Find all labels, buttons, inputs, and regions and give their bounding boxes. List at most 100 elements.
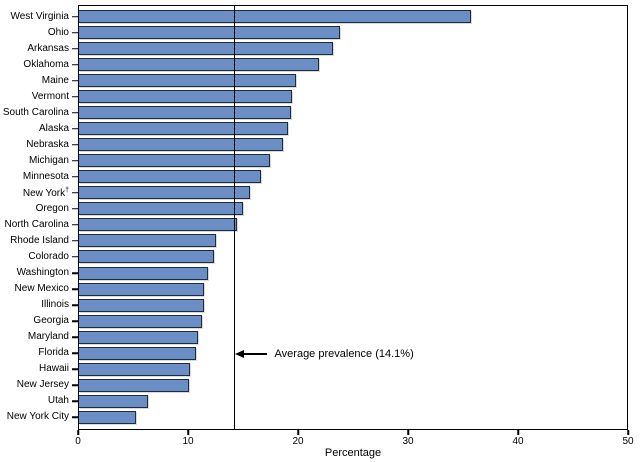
arrow-shaft <box>243 353 267 355</box>
x-axis: 0 10 20 30 40 50 <box>75 430 634 456</box>
category-label: Minnesota <box>22 170 69 182</box>
bar <box>79 90 292 104</box>
x-axis-tick <box>517 430 519 435</box>
bar <box>79 314 202 328</box>
bar-row: Utah <box>48 394 627 408</box>
bar <box>79 410 136 424</box>
bar <box>79 154 270 168</box>
bar <box>79 106 291 120</box>
bar-row: South Carolina <box>3 106 627 120</box>
bar-row: Maine <box>42 74 627 88</box>
category-label: South Carolina <box>2 106 69 118</box>
bar-row: Ohio <box>48 26 627 40</box>
x-axis-title: Percentage <box>324 447 382 459</box>
category-label: Washington <box>16 267 69 278</box>
bar-row: Hawaii <box>39 362 627 376</box>
y-axis-tick <box>72 272 78 274</box>
bar-row: Illinois <box>41 298 627 312</box>
category-label: Florida <box>38 347 69 359</box>
bar <box>79 170 261 184</box>
bar <box>79 122 289 136</box>
y-axis-tick <box>72 47 78 50</box>
bar-row: New York† <box>23 186 627 200</box>
bar-row: New Jersey <box>17 378 627 392</box>
category-label: New Jersey <box>16 379 69 391</box>
y-axis-tick <box>72 288 78 290</box>
bar-row: New York City <box>7 410 627 424</box>
y-axis-tick <box>72 79 78 82</box>
category-label: Georgia <box>33 315 69 327</box>
y-axis-tick <box>72 320 78 322</box>
plot-area: West Virginia Ohio Arkansas Oklahoma Maine Ve… <box>3 5 628 430</box>
category-label: Vermont <box>31 90 69 102</box>
bar <box>79 26 340 40</box>
y-axis-tick <box>72 111 78 114</box>
x-axis-tick-label: 30 <box>402 436 414 447</box>
bar <box>79 362 190 376</box>
x-axis-tick-label: 0 <box>75 436 81 447</box>
y-axis-tick <box>72 192 78 194</box>
y-axis-tick <box>72 336 78 338</box>
y-axis-tick <box>72 240 78 242</box>
category-label: Ohio <box>47 26 69 38</box>
y-axis-tick <box>72 416 78 419</box>
average-annotation: Average prevalence (14.1%) <box>234 348 414 360</box>
category-label: Oklahoma <box>23 58 69 70</box>
category-label: Maine <box>41 74 69 86</box>
bar <box>79 266 209 280</box>
x-axis-tick-label: 10 <box>182 436 194 447</box>
y-axis-tick <box>72 224 78 226</box>
x-axis-tick-label: 50 <box>622 436 634 447</box>
y-axis-tick <box>72 352 78 354</box>
bar-row: Alaska <box>39 122 627 136</box>
x-axis-tick <box>297 430 299 435</box>
x-axis-tick <box>627 430 629 435</box>
y-axis-tick <box>72 384 78 386</box>
bar <box>79 298 204 312</box>
left-arrow-icon <box>234 350 244 358</box>
y-axis-tick <box>72 15 78 18</box>
bar <box>79 10 472 23</box>
y-axis-tick <box>72 304 78 306</box>
bar-row: Oklahoma <box>23 58 627 72</box>
bar <box>79 42 334 56</box>
bar-row: Oregon <box>36 202 627 216</box>
bar <box>79 202 244 216</box>
bar-row: Colorado <box>28 250 627 264</box>
x-axis-tick <box>77 430 79 435</box>
x-axis-tick-label: 40 <box>512 436 524 447</box>
bar-row: Minnesota <box>23 170 627 184</box>
category-label: West Virginia <box>10 10 69 22</box>
x-axis-tick-label: 20 <box>292 436 304 447</box>
y-axis-tick <box>72 144 78 146</box>
bar-row: Vermont <box>32 90 627 104</box>
category-label: North Carolina <box>4 218 69 230</box>
bar <box>79 186 250 200</box>
average-prevalence-reference-line <box>233 6 235 429</box>
category-label: Maryland <box>27 331 69 343</box>
category-label: Oregon <box>35 202 69 214</box>
bar <box>79 74 296 88</box>
category-label: Utah <box>47 395 69 407</box>
bar <box>79 250 214 264</box>
bar <box>79 330 199 344</box>
y-axis-tick <box>72 256 78 258</box>
y-axis-tick <box>72 31 78 34</box>
y-axis-tick <box>72 176 78 178</box>
category-label: Rhode Island <box>10 234 69 246</box>
bar-row: North Carolina <box>5 218 627 232</box>
category-label: Illinois <box>41 299 69 311</box>
category-label: Arkansas <box>27 42 69 54</box>
bar-row: New Mexico <box>15 282 627 296</box>
bar-row: Florida <box>38 346 627 360</box>
bar-row: Georgia <box>33 314 627 328</box>
y-axis-tick <box>72 127 78 130</box>
y-axis-tick <box>72 400 78 402</box>
bar-row: Nebraska <box>26 138 627 152</box>
bar <box>79 394 149 408</box>
bar-row: Washington <box>17 266 627 280</box>
y-axis-tick <box>72 160 78 162</box>
bar-row: Michigan <box>29 154 627 168</box>
bar <box>79 378 189 392</box>
